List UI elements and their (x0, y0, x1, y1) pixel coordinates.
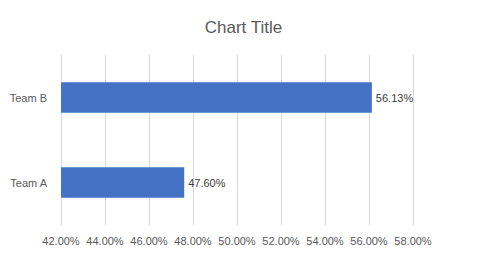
svg-text:46.00%: 46.00% (130, 235, 168, 247)
svg-text:58.00%: 58.00% (394, 235, 432, 247)
svg-text:47.60%: 47.60% (188, 177, 226, 189)
svg-text:Chart Title: Chart Title (205, 18, 282, 37)
svg-text:Team A: Team A (10, 177, 47, 189)
svg-text:48.00%: 48.00% (174, 235, 212, 247)
svg-text:56.13%: 56.13% (376, 92, 414, 104)
svg-text:52.00%: 52.00% (262, 235, 300, 247)
svg-text:Team B: Team B (10, 92, 47, 104)
svg-text:54.00%: 54.00% (306, 235, 344, 247)
svg-text:44.00%: 44.00% (86, 235, 124, 247)
svg-text:50.00%: 50.00% (218, 235, 256, 247)
svg-text:56.00%: 56.00% (350, 235, 388, 247)
svg-text:42.00%: 42.00% (42, 235, 80, 247)
